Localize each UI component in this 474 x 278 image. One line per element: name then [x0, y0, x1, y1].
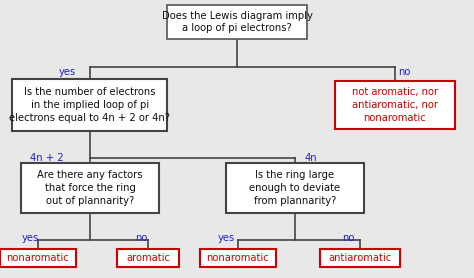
Text: not aromatic, nor
antiaromatic, nor
nonaromatic: not aromatic, nor antiaromatic, nor nona… — [352, 87, 438, 123]
Text: nonaromatic: nonaromatic — [207, 253, 269, 263]
Text: no: no — [343, 233, 355, 243]
Text: antiaromatic: antiaromatic — [328, 253, 392, 263]
Text: no: no — [398, 67, 410, 77]
FancyBboxPatch shape — [335, 81, 455, 129]
Text: Does the Lewis diagram imply
a loop of pi electrons?: Does the Lewis diagram imply a loop of p… — [162, 11, 312, 33]
Text: no: no — [136, 233, 148, 243]
FancyBboxPatch shape — [0, 249, 76, 267]
Text: Are there any factors
that force the ring
out of plannarity?: Are there any factors that force the rin… — [37, 170, 143, 206]
Text: Is the number of electrons
in the implied loop of pi
electrons equal to 4n + 2 o: Is the number of electrons in the implie… — [9, 87, 171, 123]
Text: nonaromatic: nonaromatic — [7, 253, 69, 263]
Text: aromatic: aromatic — [126, 253, 170, 263]
Text: yes: yes — [218, 233, 235, 243]
FancyBboxPatch shape — [226, 163, 364, 213]
Text: yes: yes — [59, 67, 76, 77]
FancyBboxPatch shape — [12, 79, 167, 131]
FancyBboxPatch shape — [117, 249, 179, 267]
Text: Is the ring large
enough to deviate
from plannarity?: Is the ring large enough to deviate from… — [249, 170, 340, 206]
FancyBboxPatch shape — [320, 249, 400, 267]
Text: 4n: 4n — [305, 153, 318, 163]
FancyBboxPatch shape — [21, 163, 159, 213]
Text: 4n + 2: 4n + 2 — [30, 153, 64, 163]
FancyBboxPatch shape — [200, 249, 276, 267]
Text: yes: yes — [22, 233, 39, 243]
FancyBboxPatch shape — [167, 5, 307, 39]
